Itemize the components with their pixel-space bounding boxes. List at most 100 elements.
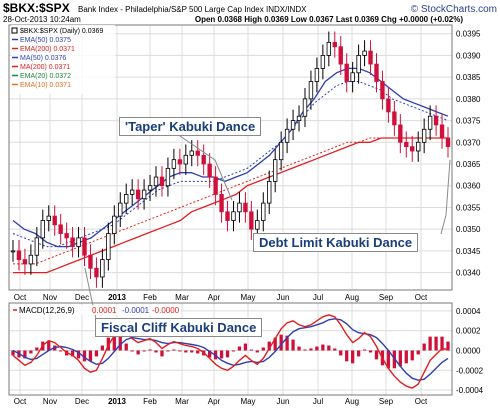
price-bar xyxy=(213,176,218,195)
macd-x-tick-label: Nov xyxy=(43,397,57,406)
main-x-tick-label: Nov xyxy=(43,293,57,302)
price-bar xyxy=(106,233,111,260)
macd-histogram-bar xyxy=(94,350,99,357)
price-bar xyxy=(374,63,379,82)
macd-histogram-bar xyxy=(440,336,444,351)
legend-swatch-price xyxy=(11,27,18,34)
macd-x-tick-label: Oct xyxy=(14,397,27,406)
legend-label: MA(50) 0.0376 xyxy=(20,55,66,62)
price-bar xyxy=(445,137,451,148)
price-bar xyxy=(421,128,427,143)
macd-histogram-bar xyxy=(70,350,75,357)
macd-histogram-bar xyxy=(297,346,301,351)
legend-background xyxy=(11,25,115,94)
price-bar xyxy=(404,141,409,148)
macd-histogram-bar xyxy=(118,336,122,351)
macd-histogram-bar xyxy=(219,350,224,359)
macd-histogram-bar xyxy=(225,350,230,358)
price-bar xyxy=(255,220,260,230)
price-bar xyxy=(165,167,171,187)
legend-label: MA(200) 0.0371 xyxy=(20,64,70,71)
main-y-tick-label: 0.0370 xyxy=(456,138,481,147)
price-bar xyxy=(52,215,57,226)
price-bar xyxy=(273,159,278,182)
macd-x-tick-label: 2013 xyxy=(108,397,126,406)
price-bar xyxy=(28,254,34,265)
macd-histogram-bar xyxy=(446,341,450,351)
macd-grid xyxy=(9,303,452,395)
macd-histogram-bar xyxy=(196,350,200,354)
price-bar xyxy=(368,50,373,65)
macd-histogram-bar xyxy=(47,340,51,351)
macd-histogram-bar xyxy=(434,336,438,351)
macd-x-tick-label: May xyxy=(240,397,255,406)
macd-legend: MACD(12,26,9) 0.0001 -0.0001 -0.0000 xyxy=(11,305,181,315)
main-x-tick-label: Aug xyxy=(345,293,359,302)
quote-date: 28-Oct-2013 10:24am xyxy=(3,15,81,24)
macd-histogram-bar xyxy=(88,350,93,362)
price-bar xyxy=(195,150,200,156)
price-bar xyxy=(88,254,93,269)
price-bar xyxy=(94,267,99,278)
price-bar xyxy=(16,250,22,260)
price-bar xyxy=(362,50,367,56)
main-x-tick-label: Jun xyxy=(277,293,290,302)
macd-legend-name: MACD(12,26,9) xyxy=(19,306,75,315)
stockcharts-watermark: © StockCharts.com xyxy=(411,4,497,15)
macd-x-tick-label: Jul xyxy=(313,397,323,406)
main-x-tick-label: Dec xyxy=(75,293,89,302)
macd-histogram-bar xyxy=(356,350,361,357)
symbol-title: $BKX:$SPX xyxy=(3,1,70,15)
macd-histogram-bar xyxy=(190,350,194,353)
macd-x-tick-label: Aug xyxy=(345,397,359,406)
price-bar xyxy=(344,63,349,82)
macd-histogram-bar xyxy=(208,350,212,358)
legend-label: EMA(50) 0.0375 xyxy=(20,37,71,44)
price-bar xyxy=(118,202,123,217)
price-bar xyxy=(231,211,236,221)
price-bar xyxy=(40,220,45,239)
main-y-tick-label: 0.0365 xyxy=(456,160,481,169)
price-bar xyxy=(159,176,165,187)
price-bar xyxy=(82,237,87,256)
price-bar xyxy=(261,202,266,221)
macd-histogram-bar xyxy=(273,337,277,351)
price-bar xyxy=(267,180,272,204)
macd-histogram-bar xyxy=(351,350,355,364)
main-y-tick-label: 0.0395 xyxy=(456,30,481,39)
macd-histogram-bar xyxy=(327,345,331,351)
taper-pointer xyxy=(179,135,233,201)
price-bar xyxy=(207,163,212,178)
main-x-tick-label: Sep xyxy=(379,293,394,302)
price-bar xyxy=(58,224,63,234)
price-bar xyxy=(278,141,284,161)
macd-histogram-bar xyxy=(428,336,432,351)
macd-histogram-bar xyxy=(172,349,176,351)
macd-histogram-bar xyxy=(148,349,152,351)
price-bar xyxy=(153,176,159,187)
price-bar xyxy=(112,215,117,234)
symbol-description: Bank Index - Philadelphia/S&P 500 Large … xyxy=(78,5,307,14)
macd-histogram-bar xyxy=(255,350,259,353)
macd-histogram-bar xyxy=(345,350,349,362)
price-bar xyxy=(308,81,314,100)
price-bar xyxy=(225,211,230,221)
main-x-tick-label: Mar xyxy=(175,293,189,302)
price-bar xyxy=(243,202,248,213)
price-bar xyxy=(380,81,385,100)
macd-lines xyxy=(12,314,449,389)
macd-x-tick-label: Feb xyxy=(143,397,157,406)
macd-histogram-bar xyxy=(76,350,81,359)
main-x-tick-label: Oct xyxy=(415,293,428,302)
price-bar xyxy=(34,237,40,256)
price-bar xyxy=(219,194,224,213)
price-bar xyxy=(171,159,177,169)
macd-y-tick-label: -0.0004 xyxy=(456,386,484,395)
main-y-tick-label: 0.0345 xyxy=(456,247,481,256)
macd-histogram-bar xyxy=(416,350,420,355)
macd-histogram-bar xyxy=(11,350,15,356)
macd-histogram-bar xyxy=(154,350,158,353)
macd-histogram-bar xyxy=(285,335,289,351)
price-bar xyxy=(124,194,129,204)
